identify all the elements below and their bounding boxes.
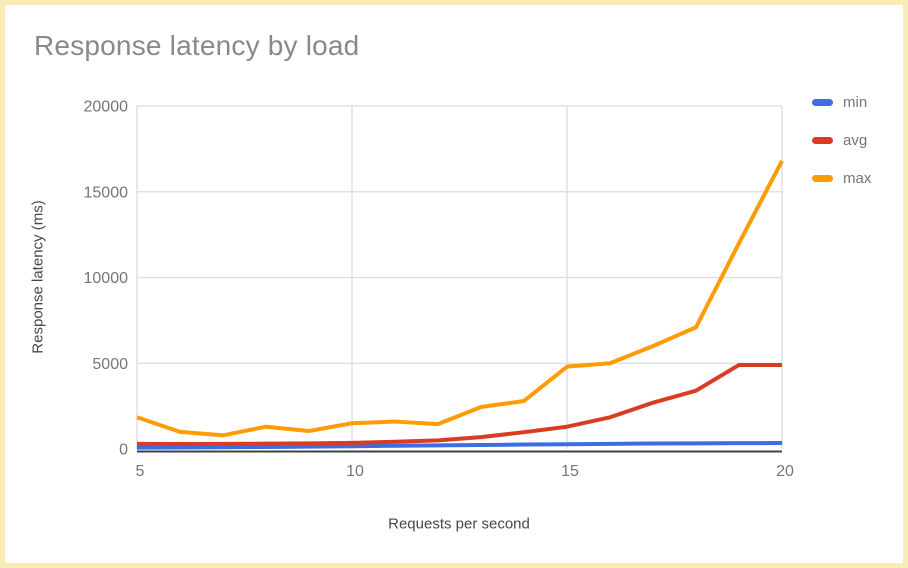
legend-item-max[interactable]: max <box>812 166 871 190</box>
y-tick-label: 15000 <box>84 184 129 201</box>
x-tick-label: 10 <box>346 463 364 480</box>
x-tick-label: 5 <box>136 463 145 480</box>
x-axis-title: Requests per second <box>388 515 530 533</box>
avg-series-line[interactable] <box>136 362 782 447</box>
max-series-swatch <box>812 174 833 182</box>
legend-label-avg: avg <box>843 131 868 149</box>
x-tick-label: 20 <box>776 463 794 480</box>
y-tick-label: 0 <box>119 442 128 459</box>
avg-series-swatch <box>812 136 833 144</box>
min-series-swatch <box>812 98 833 106</box>
y-tick-label: 20000 <box>84 99 129 116</box>
legend-label-min: min <box>843 93 868 111</box>
max-series-line[interactable] <box>136 159 784 438</box>
legend-label-max: max <box>843 169 872 187</box>
chart-title: Response latency by load <box>34 30 360 61</box>
y-tick-label: 10000 <box>84 270 129 287</box>
legend-item-avg[interactable]: avg <box>812 128 871 152</box>
x-tick-label: 15 <box>561 463 579 480</box>
y-tick-label: 5000 <box>92 356 128 373</box>
y-axis-title: Response latency (ms) <box>29 200 47 354</box>
chart-legend: min avg max <box>812 90 871 190</box>
legend-item-min[interactable]: min <box>812 90 871 114</box>
min-series-line[interactable] <box>136 440 783 450</box>
